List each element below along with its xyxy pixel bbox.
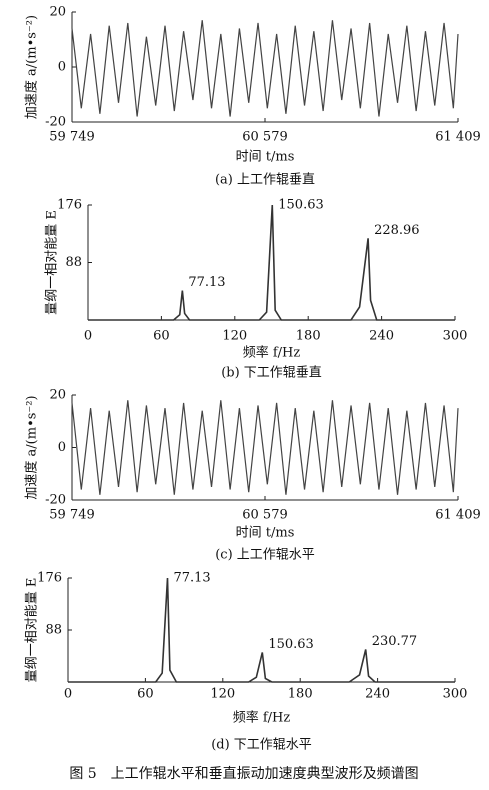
x-tick-label: 300 [443,329,468,344]
subtitle: (b) 下工作辊垂直 [221,366,322,381]
x-tick-label: 60 579 [242,130,288,145]
x-tick-label: 120 [210,687,235,702]
x-tick-label: 61 409 [435,130,481,145]
caption: 图 5 上工作辊水平和垂直振动加速度典型波形及频谱图 [69,765,418,782]
y-tick-label: 20 [49,388,66,403]
y-axis-label: 加速度 a/(m•s⁻²) [24,395,40,499]
x-axis-label: 时间 t/ms [236,526,295,541]
line-series [71,20,459,117]
line-series [68,577,455,683]
x-axis-label: 时间 t/ms [236,150,295,165]
y-tick-label: 0 [58,440,66,455]
x-tick-label: 59 749 [49,508,95,523]
peak-label: 77.13 [173,571,210,586]
x-tick-label: 120 [222,329,247,344]
y-tick-label: 20 [49,5,66,20]
x-tick-label: 240 [365,687,390,702]
x-tick-label: 61 409 [435,508,481,523]
x-axis-label: 频率 f/Hz [233,710,291,726]
x-tick-label: 300 [443,687,468,702]
peak-label: 77.13 [188,275,225,290]
x-tick-label: 0 [64,687,72,702]
x-tick-label: 60 [153,329,170,344]
y-tick-label: -20 [45,115,66,130]
y-tick-label: 176 [57,198,82,213]
y-tick-label: 88 [45,623,62,638]
peak-label: 150.63 [278,198,324,213]
y-axis-label: 量纲一相对能量 E [25,578,40,683]
peak-label: 230.77 [372,634,418,649]
subtitle: (c) 上工作辊水平 [215,548,315,563]
y-tick-label: 88 [65,255,82,270]
line-series [88,204,455,321]
peak-label: 228.96 [374,223,420,238]
x-tick-label: 0 [84,329,92,344]
x-axis-label: 频率 f/Hz [243,345,301,361]
y-axis-label: 量纲一相对能量 E [45,210,60,315]
subtitle: (a) 上工作辊垂直 [215,173,315,188]
subtitle: (d) 下工作辊水平 [211,738,312,753]
y-tick-label: 0 [58,60,66,75]
x-tick-label: 60 579 [242,508,288,523]
x-tick-label: 59 749 [49,130,95,145]
x-tick-label: 180 [296,329,321,344]
x-tick-label: 180 [288,687,313,702]
y-tick-label: 176 [37,571,62,586]
x-tick-label: 60 [137,687,154,702]
line-series [71,400,459,495]
x-tick-label: 240 [369,329,394,344]
y-axis-label: 加速度 a/(m•s⁻²) [24,15,40,119]
peak-label: 150.63 [268,637,314,652]
y-tick-label: -20 [45,493,66,508]
